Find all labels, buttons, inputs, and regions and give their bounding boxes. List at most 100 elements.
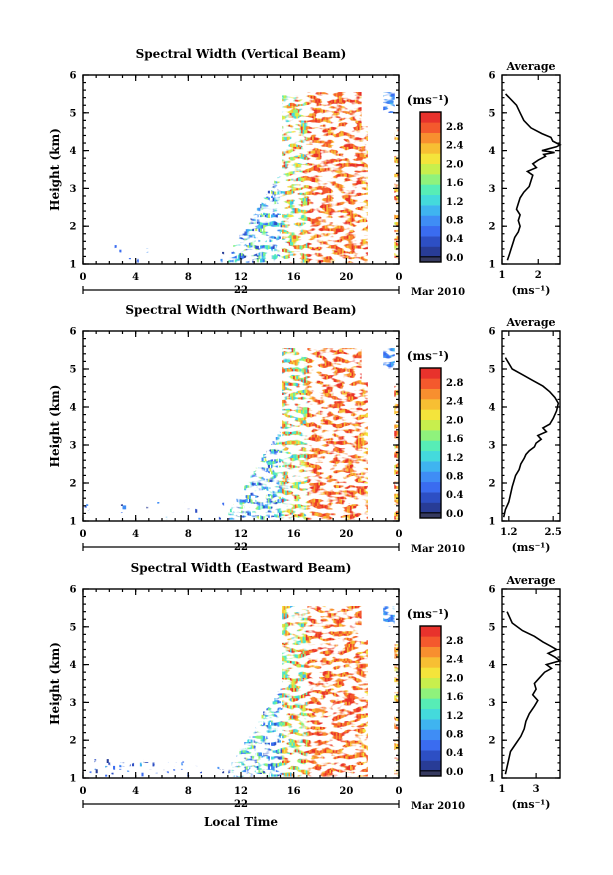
heatmap-cell — [293, 419, 296, 424]
heatmap-cell — [335, 173, 338, 178]
heatmap-cell — [335, 238, 338, 243]
heatmap-cell — [280, 207, 283, 212]
heatmap-cell — [253, 478, 256, 482]
heatmap-cell — [361, 251, 364, 256]
heatmap-cell — [297, 245, 300, 250]
heatmap-cell — [315, 423, 318, 428]
heatmap-cell — [244, 512, 247, 517]
heatmap-cell — [271, 498, 274, 503]
heatmap-cell — [261, 495, 264, 500]
heatmap-cell — [301, 474, 304, 479]
heatmap-cell — [350, 255, 353, 260]
heatmap-cell — [315, 454, 318, 459]
heatmap-cell — [299, 173, 302, 178]
heatmap-cell — [327, 153, 330, 158]
heatmap-cell — [321, 512, 324, 517]
heatmap-cell — [335, 109, 338, 113]
heatmap-cell — [318, 211, 321, 215]
heatmap-cell — [304, 190, 307, 195]
heatmap-cell — [332, 200, 335, 205]
heatmap-cell — [228, 512, 231, 517]
heatmap-cell — [316, 491, 319, 496]
heatmap-cell — [285, 488, 288, 493]
heatmap-cell — [351, 234, 354, 239]
heatmap-cell — [342, 136, 345, 141]
heatmap-cell — [320, 146, 323, 151]
heatmap-cell — [343, 112, 346, 117]
heatmap-cell — [294, 471, 297, 476]
heatmap-cell — [275, 488, 278, 493]
heatmap-cell — [315, 372, 318, 376]
heatmap-cell — [297, 409, 300, 414]
heatmap-cell — [289, 214, 293, 219]
heatmap-cell — [256, 231, 259, 236]
heatmap-cell — [288, 508, 291, 513]
heatmap-cell — [351, 238, 354, 243]
heatmap-cell — [335, 143, 338, 147]
heatmap-cell — [350, 221, 353, 226]
heatmap-cell — [278, 177, 281, 181]
heatmap-cell — [248, 512, 251, 517]
heatmap-cell — [329, 98, 332, 103]
heatmap-cell — [321, 392, 324, 397]
heatmap-cell — [310, 177, 313, 181]
heatmap-cell — [157, 502, 160, 506]
heatmap-cell — [321, 109, 324, 113]
heatmap-cell — [269, 508, 272, 513]
colorbar-label: 1.2 — [446, 197, 463, 208]
heatmap-cell — [269, 255, 272, 260]
heatmap-cell — [326, 245, 329, 250]
heatmap-cell — [337, 170, 340, 175]
heatmap-cell — [258, 464, 261, 469]
heatmap-cell — [297, 156, 300, 161]
heatmap-cell — [343, 197, 346, 202]
heatmap-cell — [362, 160, 365, 164]
heatmap-cell — [274, 221, 277, 226]
heatmap-cell — [331, 251, 334, 256]
heatmap-cell — [356, 248, 359, 253]
heatmap-cell — [312, 413, 315, 417]
heatmap-cell — [299, 399, 302, 404]
heatmap-cell — [291, 95, 294, 100]
heatmap-cell — [365, 255, 368, 260]
heatmap-cell — [318, 187, 321, 192]
heatmap-cell — [285, 447, 288, 452]
heatmap-cell — [293, 241, 296, 246]
heatmap-cell — [331, 200, 334, 205]
heatmap-cell — [310, 348, 313, 353]
heatmap-cell — [394, 251, 397, 256]
heatmap-cell — [283, 204, 286, 209]
heatmap-cell — [353, 187, 356, 192]
heatmap-cell — [326, 129, 329, 134]
heatmap-cell — [288, 136, 291, 141]
heatmap-cell — [321, 365, 324, 370]
heatmap-cell — [337, 211, 340, 215]
heatmap-cell — [302, 251, 305, 256]
heatmap-cell — [252, 224, 255, 229]
heatmap-cell — [315, 382, 318, 387]
heatmap-cell — [334, 136, 337, 141]
heatmap-cell — [316, 450, 319, 455]
heatmap-cell — [338, 143, 342, 147]
heatmap-cell — [321, 217, 324, 222]
heatmap-cell — [253, 488, 256, 493]
heatmap-cell — [346, 238, 349, 243]
heatmap-cell — [266, 502, 269, 506]
heatmap-cell — [275, 478, 278, 482]
heatmap-cell — [323, 224, 326, 229]
heatmap-cell — [308, 450, 312, 455]
heatmap-cell — [329, 177, 332, 181]
heatmap-cell — [310, 255, 313, 260]
heatmap-cell — [334, 170, 337, 175]
heatmap-cell — [351, 146, 354, 151]
heatmap-cell — [282, 508, 285, 513]
heatmap-cell — [321, 464, 324, 469]
heatmap-cell — [297, 351, 300, 356]
heatmap-cell — [293, 365, 296, 370]
heatmap-cell — [293, 105, 296, 110]
heatmap-cell — [302, 419, 305, 424]
heatmap-cell — [269, 502, 272, 506]
profile-y-tick-label: 3 — [489, 184, 496, 195]
heatmap-cell — [365, 231, 368, 236]
heatmap-cell — [364, 238, 367, 243]
